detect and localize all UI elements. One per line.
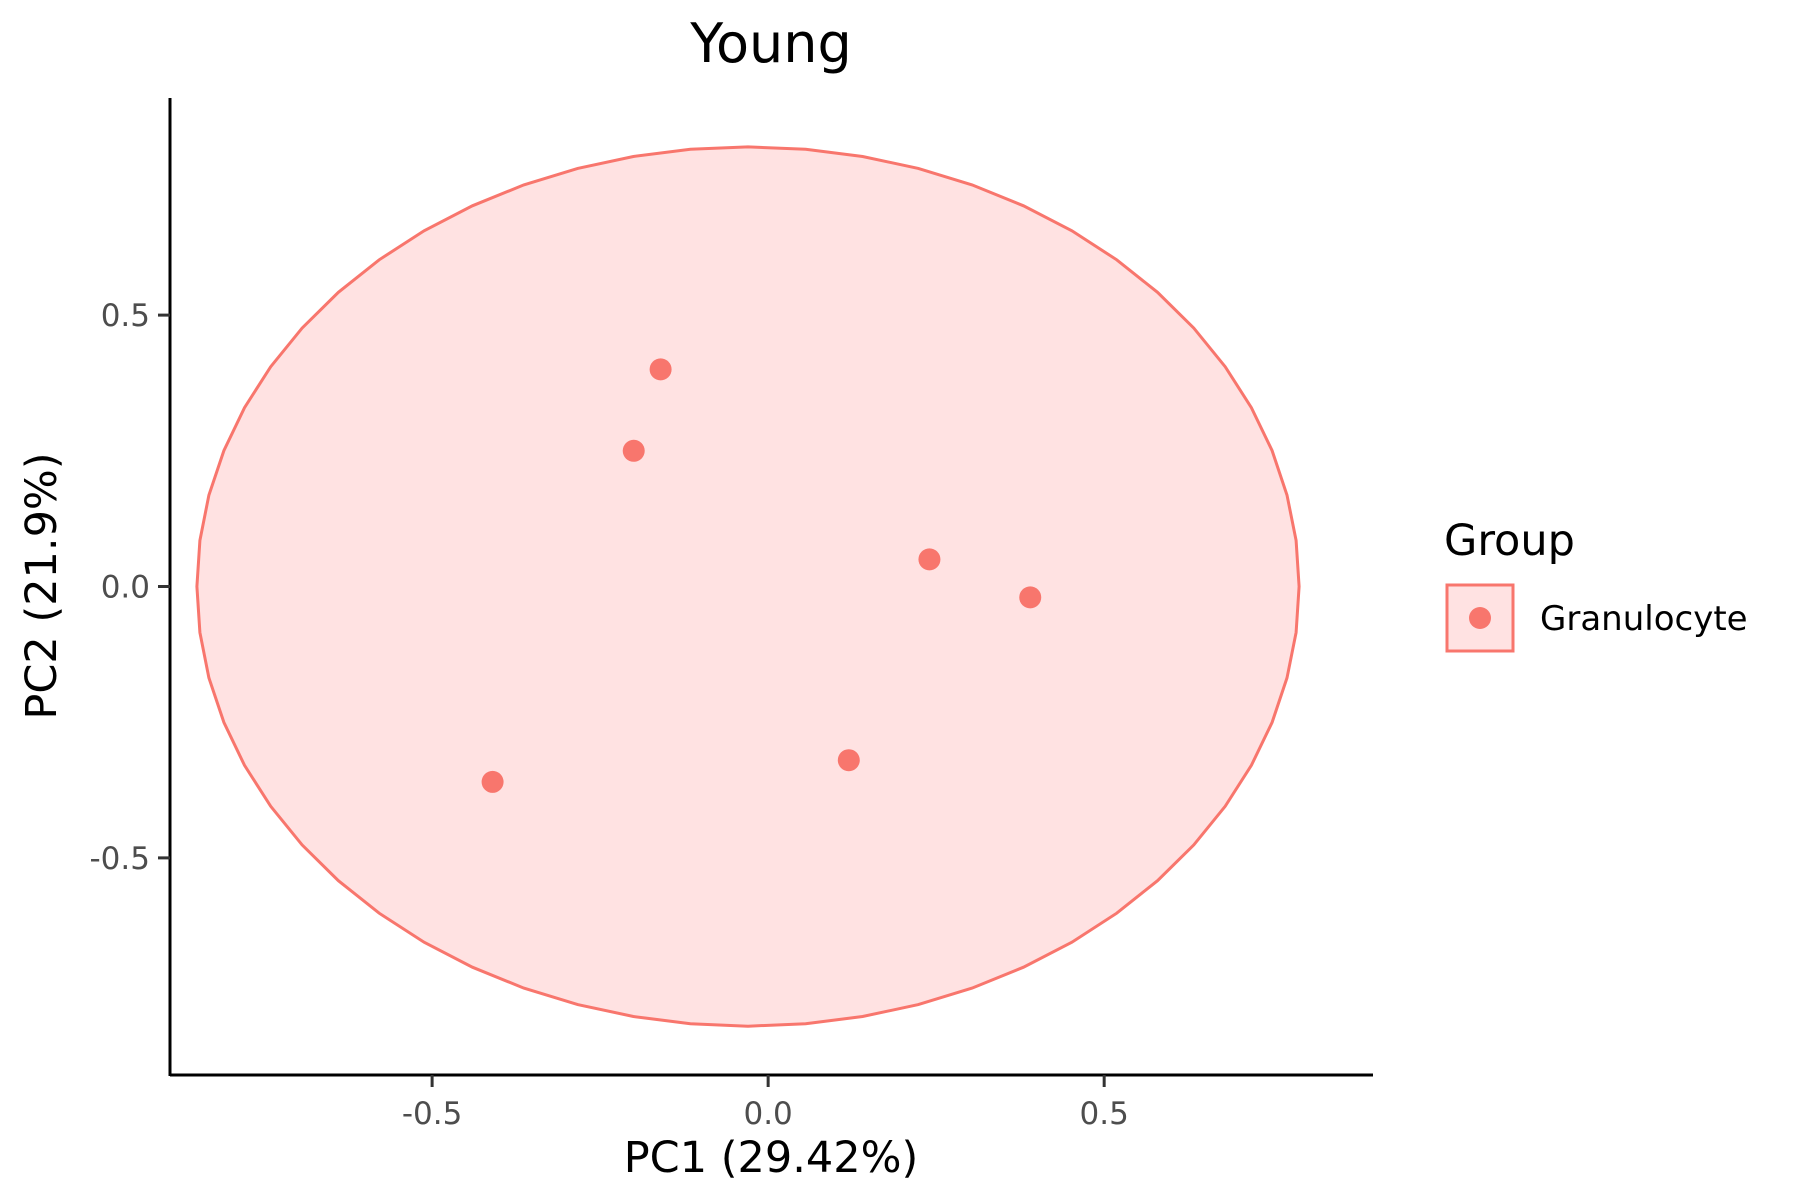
y-tick-label: 0.0 — [101, 570, 150, 606]
y-axis-ticks: -0.5 0.0 0.5 — [90, 298, 170, 877]
data-point — [837, 749, 860, 772]
legend: Group Granulocyte — [1444, 516, 1748, 653]
x-axis-ticks: -0.5 0.0 0.5 — [402, 1075, 1129, 1132]
data-point — [649, 358, 672, 381]
y-tick-label: -0.5 — [90, 841, 151, 877]
legend-title: Group — [1444, 516, 1575, 566]
y-tick-label: 0.5 — [101, 298, 150, 334]
x-tick-label: -0.5 — [402, 1096, 463, 1132]
x-axis-title: PC1 (29.42%) — [624, 1133, 919, 1183]
x-tick-label: 0.5 — [1080, 1096, 1129, 1132]
data-point — [622, 439, 645, 462]
chart-title: Young — [689, 12, 852, 75]
confidence-ellipse — [195, 145, 1301, 1028]
data-point — [1019, 586, 1042, 609]
y-axis-title: PC2 (21.9%) — [17, 452, 67, 719]
plot-area — [195, 145, 1301, 1028]
legend-label-granulocyte: Granulocyte — [1540, 599, 1748, 639]
x-tick-label: 0.0 — [743, 1096, 792, 1132]
data-point — [918, 548, 941, 571]
data-point — [481, 770, 504, 793]
legend-key-point — [1469, 607, 1491, 629]
